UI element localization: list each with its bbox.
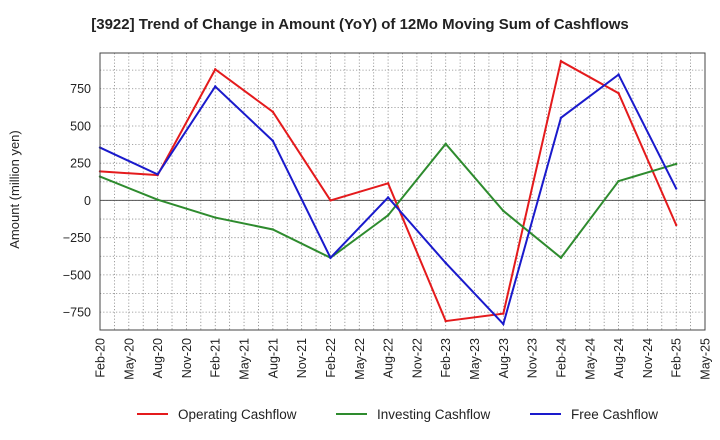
y-tick-label: 0: [84, 194, 91, 208]
x-tick-label: Nov-23: [526, 338, 540, 378]
grid-layer: [99, 53, 705, 330]
x-tick-label: Nov-21: [295, 338, 309, 378]
y-tick-label: 750: [70, 82, 91, 96]
data-point-operating-cashflow: [444, 319, 447, 323]
x-tick-label: May-20: [122, 338, 136, 380]
legend: Operating Cashflow Investing Cashflow Free…: [137, 407, 658, 422]
data-point-free-cashflow: [502, 322, 505, 326]
x-tick-label: Feb-25: [670, 338, 684, 378]
y-tick-label: −500: [63, 268, 91, 282]
y-tick-label: 500: [70, 119, 91, 133]
y-axis-title: Amount (million yen): [7, 130, 22, 249]
data-point-free-cashflow: [617, 73, 620, 76]
data-point-investing-cashflow: [617, 179, 620, 183]
x-tick-label: Aug-22: [382, 338, 396, 378]
data-point-operating-cashflow: [214, 68, 217, 71]
x-tick-label: May-25: [699, 338, 713, 380]
data-point-operating-cashflow: [502, 312, 505, 315]
chart-title: [3922] Trend of Change in Amount (YoY) o…: [91, 16, 629, 33]
plot-frame: [99, 52, 706, 331]
x-tick-label: Aug-23: [497, 338, 511, 378]
data-point-operating-cashflow: [329, 199, 332, 202]
data-point-operating-cashflow: [386, 182, 390, 185]
x-tick-label: Nov-22: [410, 338, 424, 378]
data-point-investing-cashflow: [214, 216, 217, 219]
x-tick-label: Nov-24: [641, 338, 655, 378]
data-point-free-cashflow: [156, 173, 159, 176]
x-tick-labels: Feb-20 May-20 Aug-20 Nov-20 Feb-21 May-21 Aug-…: [94, 338, 713, 380]
x-tick-label: Aug-24: [612, 338, 626, 378]
x-tick-label: Feb-22: [324, 338, 338, 378]
data-point-investing-cashflow: [674, 162, 678, 166]
x-tick-label: Feb-20: [94, 338, 108, 378]
data-point-investing-cashflow: [156, 198, 159, 201]
legend-label-investing-cashflow: Investing Cashflow: [377, 407, 491, 422]
data-point-investing-cashflow: [271, 228, 275, 231]
x-tick-label: Feb-23: [439, 338, 453, 378]
y-tick-label: −750: [63, 306, 91, 320]
data-point-operating-cashflow: [617, 92, 620, 95]
data-point-investing-cashflow: [386, 214, 390, 217]
data-point-free-cashflow: [214, 85, 217, 88]
data-point-free-cashflow: [271, 139, 275, 143]
y-tick-label: 250: [70, 157, 91, 171]
x-tick-label: Aug-20: [151, 338, 165, 378]
x-tick-label: Nov-20: [180, 338, 194, 378]
series-layer: [98, 59, 678, 327]
x-tick-label: Feb-24: [554, 338, 568, 378]
y-tick-label: −250: [63, 231, 91, 245]
x-tick-label: Aug-21: [266, 338, 280, 378]
data-point-free-cashflow: [329, 256, 332, 259]
data-point-operating-cashflow: [559, 59, 563, 63]
x-tick-label: May-22: [353, 338, 367, 380]
data-point-free-cashflow: [444, 261, 447, 265]
x-tick-label: May-23: [468, 338, 482, 380]
legend-label-operating-cashflow: Operating Cashflow: [178, 407, 297, 422]
data-point-free-cashflow: [674, 187, 678, 190]
x-tick-label: Feb-21: [209, 338, 223, 378]
data-point-investing-cashflow: [502, 209, 505, 213]
data-point-operating-cashflow: [271, 110, 275, 114]
y-tick-labels: 750 500 250 0 −250 −500 −750: [63, 82, 91, 319]
data-point-investing-cashflow: [559, 256, 563, 259]
legend-label-free-cashflow: Free Cashflow: [571, 407, 658, 422]
x-tick-label: May-24: [583, 338, 597, 380]
data-point-free-cashflow: [386, 196, 390, 199]
data-point-operating-cashflow: [674, 223, 678, 227]
x-tick-label: May-21: [238, 338, 252, 380]
data-point-free-cashflow: [559, 116, 563, 119]
data-point-investing-cashflow: [444, 142, 447, 146]
